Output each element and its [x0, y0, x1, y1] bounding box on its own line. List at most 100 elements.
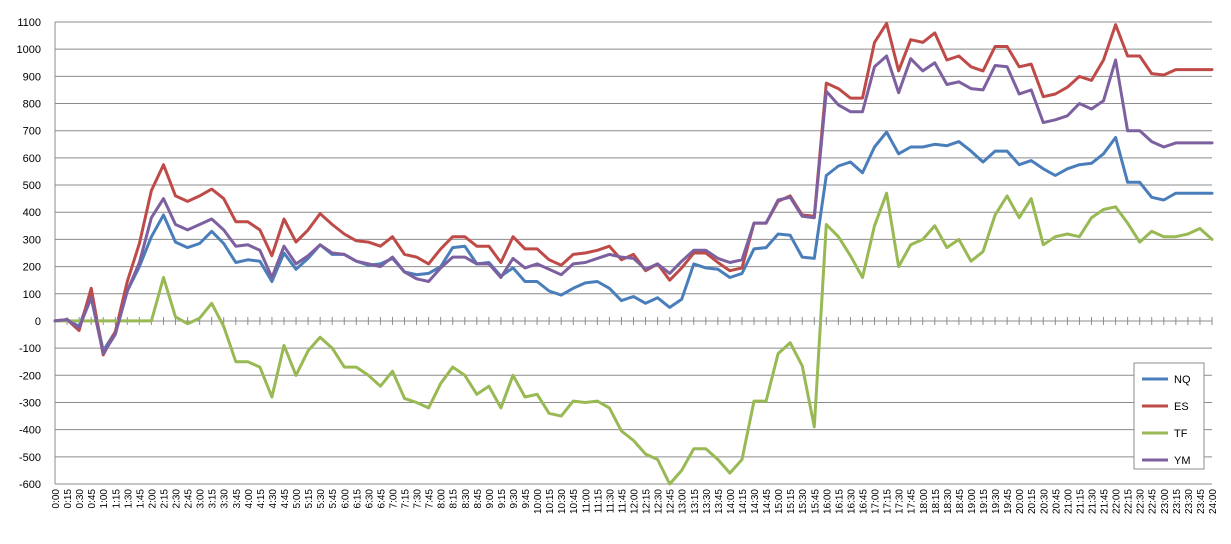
y-tick-label: 0 — [35, 316, 41, 328]
x-tick-label: 20:45 — [1051, 489, 1062, 514]
x-tick-label: 2:45 — [184, 489, 195, 509]
x-tick-label: 17:00 — [871, 489, 882, 514]
y-tick-label: -600 — [19, 479, 41, 491]
x-tick-label: 8:30 — [461, 489, 472, 509]
x-tick-label: 3:30 — [220, 489, 231, 509]
x-tick-label: 18:30 — [943, 489, 954, 514]
x-tick-label: 2:00 — [147, 489, 158, 509]
x-tick-label: 8:15 — [449, 489, 460, 509]
x-axis: 0:00 0:15 0:30 0:45 1:00 1:15 1:30 1:45 2:00 2:15… — [51, 316, 1219, 514]
y-tick-label: 900 — [23, 71, 41, 83]
x-tick-label: 22:45 — [1148, 489, 1159, 514]
x-tick-label: 13:15 — [690, 489, 701, 514]
x-tick-label: 7:15 — [401, 489, 412, 509]
x-tick-label: 1:30 — [123, 489, 134, 509]
x-tick-label: 5:45 — [328, 489, 339, 509]
x-tick-label: 21:45 — [1100, 489, 1111, 514]
x-tick-label: 3:15 — [208, 489, 219, 509]
x-tick-label: 23:45 — [1196, 489, 1207, 514]
x-tick-label: 15:00 — [774, 489, 785, 514]
series-line-ym — [53, 54, 1214, 356]
y-tick-label: 400 — [23, 207, 41, 219]
y-tick-label: -500 — [19, 452, 41, 464]
y-tick-label: -100 — [19, 343, 41, 355]
legend-label-es: ES — [1174, 401, 1189, 413]
x-tick-label: 7:30 — [413, 489, 424, 509]
x-tick-label: 4:15 — [256, 489, 267, 509]
x-tick-label: 5:30 — [316, 489, 327, 509]
x-tick-label: 0:45 — [87, 489, 98, 509]
y-tick-label: -200 — [19, 370, 41, 382]
gridlines — [55, 21, 1212, 485]
x-tick-label: 18:45 — [955, 489, 966, 514]
x-tick-label: 9:45 — [521, 489, 532, 509]
legend-label-nq: NQ — [1174, 374, 1191, 386]
y-tick-label: 600 — [23, 153, 41, 165]
y-axis: -600 -500 -400 -300 -200 -100 0 100 200 300 400 500… — [17, 17, 56, 491]
y-tick-label: 100 — [23, 289, 41, 301]
y-tick-label: -400 — [19, 425, 41, 437]
x-tick-label: 19:00 — [967, 489, 978, 514]
y-tick-label: -300 — [19, 397, 41, 409]
x-tick-label: 12:15 — [642, 489, 653, 514]
x-tick-label: 10:30 — [557, 489, 568, 514]
x-tick-label: 14:45 — [762, 489, 773, 514]
x-tick-label: 10:15 — [545, 489, 556, 514]
x-tick-label: 11:15 — [593, 489, 604, 514]
x-tick-label: 3:00 — [196, 489, 207, 509]
series-line-nq — [53, 130, 1214, 353]
x-tick-label: 16:45 — [858, 489, 869, 514]
x-tick-label: 12:00 — [630, 489, 641, 514]
x-tick-label: 21:30 — [1087, 489, 1098, 514]
x-tick-label: 9:30 — [509, 489, 520, 509]
x-tick-label: 18:15 — [931, 489, 942, 514]
x-tick-label: 19:45 — [1003, 489, 1014, 514]
x-tick-label: 7:45 — [425, 489, 436, 509]
x-tick-label: 16:00 — [822, 489, 833, 514]
x-tick-label: 17:30 — [895, 489, 906, 514]
x-tick-label: 19:15 — [979, 489, 990, 514]
x-tick-label: 19:30 — [991, 489, 1002, 514]
y-tick-label: 800 — [23, 99, 41, 111]
x-tick-label: 12:45 — [666, 489, 677, 514]
x-tick-label: 2:30 — [172, 489, 183, 509]
x-tick-label: 20:00 — [1015, 489, 1026, 514]
x-tick-label: 4:30 — [268, 489, 279, 509]
x-tick-label: 8:45 — [473, 489, 484, 509]
x-tick-label: 15:15 — [786, 489, 797, 514]
x-tick-label: 11:30 — [605, 489, 616, 514]
x-tick-label: 1:15 — [111, 489, 122, 509]
x-tick-label: 1:00 — [99, 489, 110, 509]
legend-label-tf: TF — [1174, 428, 1188, 440]
x-tick-label: 22:00 — [1112, 489, 1123, 514]
x-tick-label: 23:15 — [1172, 489, 1183, 514]
x-tick-label: 10:00 — [533, 489, 544, 514]
x-tick-label: 23:00 — [1160, 489, 1171, 514]
x-tick-label: 21:15 — [1075, 489, 1086, 514]
x-tick-label: 12:30 — [654, 489, 665, 514]
x-tick-label: 3:45 — [232, 489, 243, 509]
x-tick-label: 16:15 — [834, 489, 845, 514]
series-line-tf — [53, 191, 1214, 486]
x-tick-label: 14:00 — [726, 489, 737, 514]
x-tick-label: 20:30 — [1039, 489, 1050, 514]
x-tick-label: 8:00 — [437, 489, 448, 509]
x-tick-label: 13:00 — [678, 489, 689, 514]
x-tick-label: 0:30 — [75, 489, 86, 509]
x-tick-label: 9:15 — [497, 489, 508, 509]
x-tick-label: 21:00 — [1063, 489, 1074, 514]
x-tick-label: 22:30 — [1136, 489, 1147, 514]
y-tick-label: 200 — [23, 262, 41, 274]
x-tick-label: 6:30 — [364, 489, 375, 509]
x-tick-label: 22:15 — [1124, 489, 1135, 514]
legend-label-ym: YM — [1174, 455, 1191, 467]
x-tick-label: 6:15 — [352, 489, 363, 509]
x-tick-label: 14:15 — [738, 489, 749, 514]
x-tick-label: 16:30 — [846, 489, 857, 514]
x-tick-label: 4:00 — [244, 489, 255, 509]
x-tick-label: 0:15 — [63, 489, 74, 509]
x-tick-label: 18:00 — [919, 489, 930, 514]
series-line-es — [53, 21, 1214, 357]
x-tick-label: 10:45 — [569, 489, 580, 514]
y-tick-label: 500 — [23, 180, 41, 192]
